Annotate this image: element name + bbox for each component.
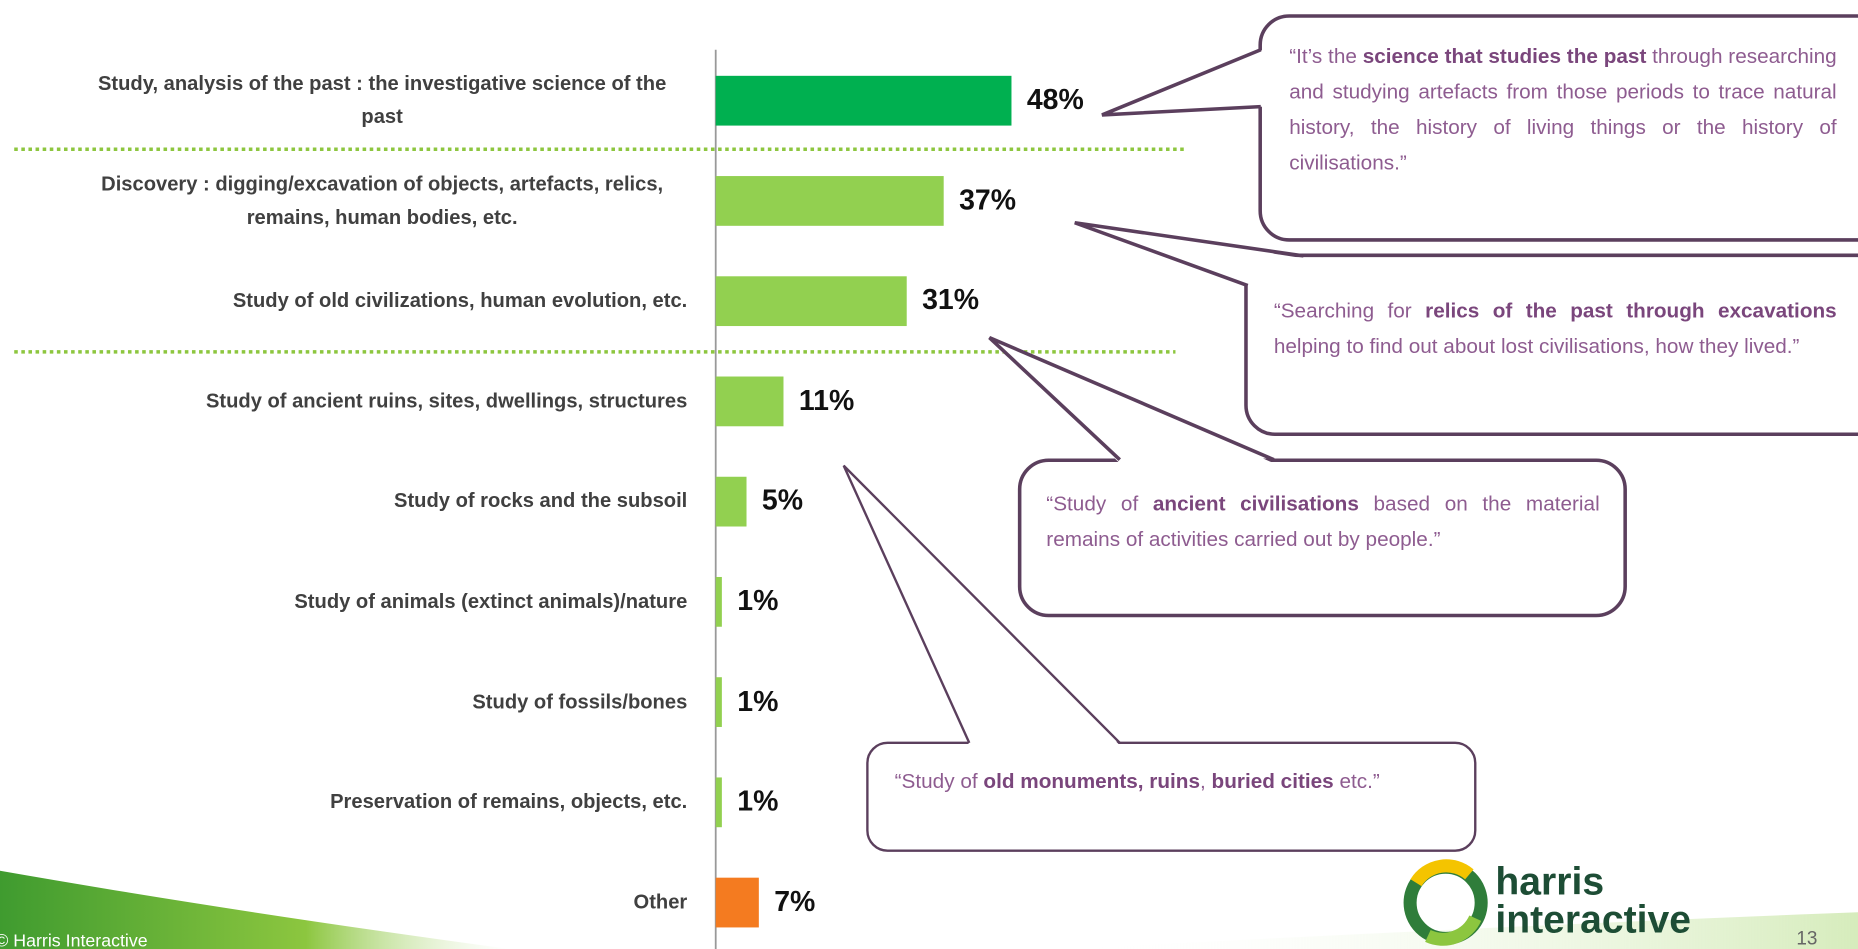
pointer: [1074, 220, 1304, 288]
category-label: Study of fossils/bones: [472, 690, 688, 713]
logo-word: harris: [1495, 858, 1605, 903]
bar: [715, 75, 1012, 126]
category-label: Study of animals (extinct animals)/natur…: [294, 590, 688, 613]
callout-box: [866, 741, 1477, 852]
bar: [715, 276, 907, 327]
logo-ring: [1425, 915, 1482, 946]
copyright: © Harris Interactive: [0, 931, 148, 949]
bar: [715, 777, 722, 828]
callout-box: [1258, 14, 1858, 242]
value-label: 48%: [1026, 84, 1084, 117]
bar: [715, 376, 784, 427]
value-label: 7%: [774, 885, 816, 918]
category-label: Study of rocks and the subsoil: [394, 489, 688, 513]
category-label: Study, analysis of the past : the invest…: [97, 72, 667, 128]
value-label: 37%: [959, 184, 1017, 217]
pointer: [842, 464, 1121, 744]
callout-box: [1017, 458, 1627, 618]
value-label: 1%: [737, 685, 779, 718]
quote-text: helping to find out about lost civilisat…: [1273, 334, 1800, 358]
quote: “Study of old monuments, ruins, buried c…: [895, 763, 1452, 799]
quote-text: ancient civilisations: [1152, 491, 1359, 516]
category-label: Discovery : digging/excavation of object…: [101, 172, 664, 229]
value-label: 11%: [798, 384, 855, 417]
logo-text: harris interactive: [1495, 858, 1692, 941]
quote-text: old monuments, ruins: [983, 768, 1201, 793]
value-label: 1%: [737, 785, 779, 818]
quote-text: based on the material remains of activit…: [1046, 491, 1600, 551]
category-label: Study of ancient ruins, sites, dwellings…: [205, 389, 688, 413]
bar: [715, 877, 759, 928]
quote-text: etc.”: [1333, 768, 1380, 793]
quote-text: science that studies the past: [1362, 43, 1647, 68]
logo-ring: [1410, 859, 1474, 887]
swoosh: [0, 870, 510, 949]
bar: [715, 677, 722, 727]
pointer: [988, 336, 1275, 462]
category-label: Study of old civilizations, human evolut…: [232, 289, 688, 312]
quote: “Study of ancient civilisations based on…: [1046, 486, 1599, 557]
quote-text: “Searching for: [1273, 298, 1426, 323]
quote-text: ,: [1200, 768, 1212, 793]
quote: “It’s the science that studies the past …: [1289, 38, 1836, 180]
quote-text: “Study of: [1046, 491, 1153, 516]
logo-word: interactive: [1495, 896, 1692, 941]
quote-text: “It’s the: [1289, 43, 1363, 68]
quote-text: relics of the past through excavations: [1425, 298, 1837, 323]
quote-text: buried cities: [1211, 768, 1334, 793]
category-label: Preservation of remains, objects, etc.: [330, 790, 688, 813]
bar: [715, 176, 944, 226]
quote-text: “Study of: [894, 768, 984, 793]
value-label: 1%: [737, 585, 779, 618]
pointer: [1101, 48, 1262, 117]
callout-box: [1244, 253, 1858, 436]
category-label: Other: [633, 890, 688, 914]
bar: [715, 576, 722, 627]
value-label: 31%: [922, 284, 980, 317]
value-label: 5%: [761, 485, 804, 518]
quote: “Searching for relics of the past throug…: [1274, 293, 1837, 364]
quote-text: through researching and studying artefac…: [1289, 43, 1837, 175]
bar: [715, 476, 747, 527]
page-number: 13: [1796, 928, 1818, 949]
